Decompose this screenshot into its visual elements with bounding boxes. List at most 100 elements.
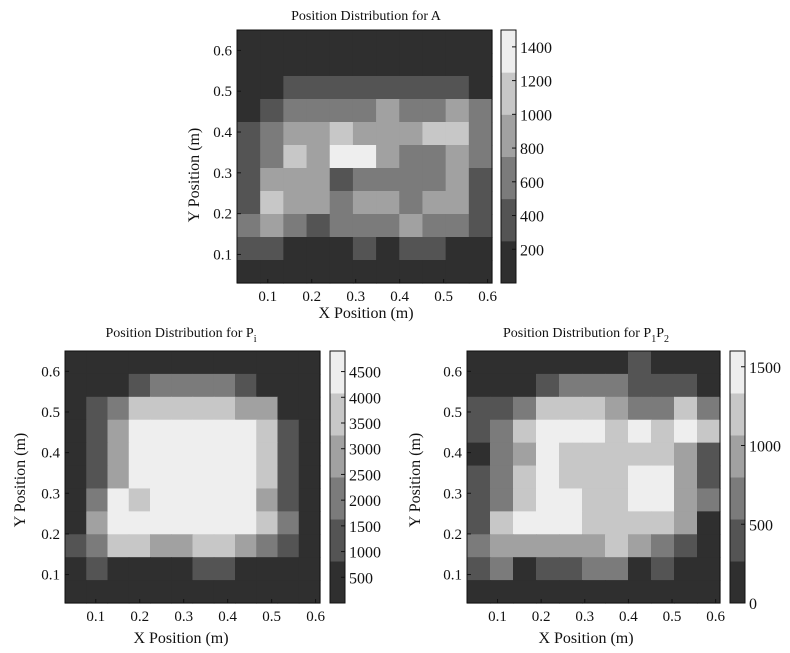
heatmap-cell (697, 534, 721, 558)
heatmap-cell (306, 260, 331, 284)
heatmap-cell (277, 442, 300, 467)
heatmap-cell (298, 396, 321, 421)
colorbar: 200 400 600 800 1000 1200 1400 (500, 29, 552, 284)
heatmap-cell (697, 557, 721, 581)
heatmap-cell (277, 557, 300, 581)
heatmap-cell (559, 557, 583, 581)
heatmap-cell (559, 373, 583, 398)
colorbar-swatch (730, 519, 745, 562)
heatmap-cell (171, 373, 194, 398)
heatmap-cell (651, 511, 675, 535)
heatmap-cell (536, 373, 560, 398)
heatmap-cell (605, 351, 629, 375)
heatmap-cell (536, 419, 560, 444)
heatmap-cell (260, 30, 284, 54)
heatmap-cell (422, 30, 447, 54)
heatmap-cell (651, 351, 675, 375)
heatmap-cell (628, 373, 652, 398)
heatmap-cell (128, 465, 151, 490)
heatmap-cell (399, 214, 424, 238)
heatmap-cell (306, 214, 331, 238)
chart-title: Position Distribution for A (291, 9, 442, 24)
heatmap-cell (697, 465, 721, 490)
heatmap-cell (150, 465, 172, 490)
heatmap-cell (65, 351, 87, 375)
heatmap-cell (237, 145, 261, 169)
heatmap-cell (171, 396, 194, 421)
heatmap-cell (605, 557, 629, 581)
y-tick-label: 0.1 (41, 568, 60, 584)
heatmap-cell (260, 260, 284, 284)
heatmap-cell (605, 580, 629, 604)
heatmap-cell (306, 76, 331, 100)
heatmap-cell (171, 580, 194, 604)
heatmap-cell (352, 214, 377, 238)
heatmap-cell (513, 580, 537, 604)
heatmap-cell (171, 351, 194, 375)
heatmap-cell (237, 30, 261, 54)
heatmap-cell (256, 488, 279, 512)
heatmap-cell (697, 419, 721, 444)
heatmap-cell (697, 396, 721, 421)
x-tick-label: 0.4 (619, 609, 638, 625)
heatmap-cell (628, 419, 652, 444)
colorbar-tick-label: 600 (520, 175, 544, 192)
heatmap-cell (298, 534, 321, 558)
heatmap-cell (237, 53, 261, 77)
heatmap-cell (213, 373, 236, 398)
heatmap-cell (697, 442, 721, 467)
colorbar-frame (329, 350, 346, 604)
heatmap-cell (352, 191, 377, 215)
heatmap-cell (582, 580, 606, 604)
heatmap-cell (467, 534, 491, 558)
heatmap-cell (352, 30, 377, 54)
heatmap-cell (628, 488, 652, 512)
heatmap-cell (605, 419, 629, 444)
heatmap-cell (674, 511, 698, 535)
heatmap-cell (352, 237, 377, 261)
heatmap-cell (107, 511, 130, 535)
heatmap-cell (651, 557, 675, 581)
heatmap-cell (513, 396, 537, 421)
heatmap-cell (192, 534, 215, 558)
heatmap-cell (399, 260, 424, 284)
x-tick-label: 0.6 (478, 289, 497, 305)
heatmap-cell (283, 237, 308, 261)
heatmap-cell (582, 511, 606, 535)
heatmap-cell (376, 237, 400, 261)
heatmap-cell (445, 237, 470, 261)
heatmap-cell (490, 396, 514, 421)
heatmap-cell (605, 373, 629, 398)
heatmap-cell (422, 237, 447, 261)
heatmap-cell (306, 145, 331, 169)
heatmap-cell (513, 373, 537, 398)
heatmap-cell (628, 511, 652, 535)
heatmap-cell (107, 465, 130, 490)
colorbar-swatch (330, 435, 345, 478)
plot-frame (64, 350, 321, 604)
heatmap-cell (513, 442, 537, 467)
colorbar-frame (729, 350, 746, 604)
colorbar-frame (500, 29, 517, 284)
colorbar-tick-label: 3000 (349, 442, 381, 459)
heatmap-cell (277, 511, 300, 535)
heatmap-cell (256, 373, 279, 398)
heatmap-cell (582, 465, 606, 490)
heatmap-cell (559, 465, 583, 490)
heatmap-cell (422, 99, 447, 123)
heatmap-cell (260, 53, 284, 77)
heatmap-cell (467, 351, 491, 375)
colorbar: 0 500 1000 1500 (729, 350, 781, 613)
heatmap-cell (674, 465, 698, 490)
heatmap-cell (150, 580, 172, 604)
heatmap-cell (235, 465, 257, 490)
heatmap-cell (559, 419, 583, 444)
heatmap-cell (128, 580, 151, 604)
heatmap-cell (651, 465, 675, 490)
heatmap-cell (277, 580, 300, 604)
heatmap-cell (260, 122, 284, 146)
x-tick-label: 0.2 (130, 609, 149, 625)
heatmap-cell (65, 373, 87, 398)
heatmap-cell (86, 465, 109, 490)
colorbar-swatch (501, 114, 516, 157)
